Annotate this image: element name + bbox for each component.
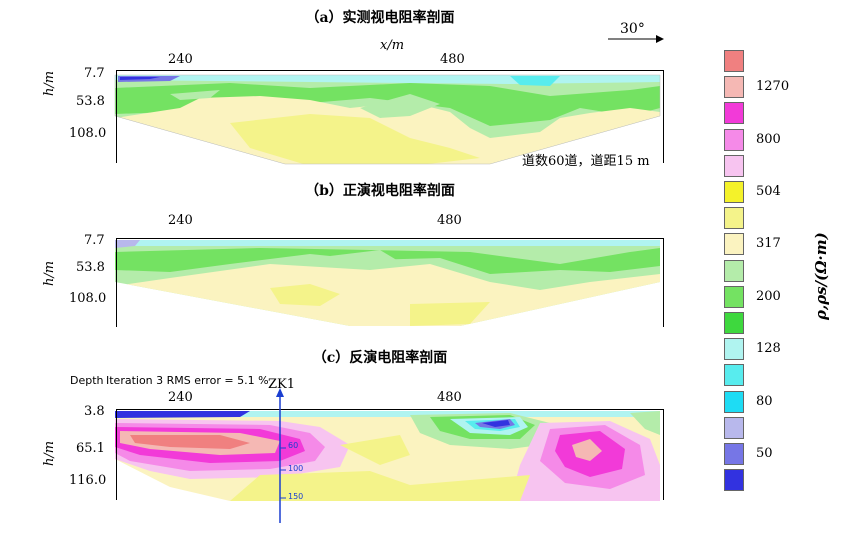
panel-a-xtick-480: 480 — [440, 52, 465, 67]
colorbar-swatch — [724, 233, 744, 256]
colorbar-swatch — [724, 364, 744, 387]
north-arrow-icon — [608, 35, 664, 43]
panel-b-section — [115, 240, 660, 326]
panel-c-ytick-1: 3.8 — [84, 404, 105, 419]
borehole-depth-150: 150 — [288, 492, 304, 501]
panel-a-section — [114, 74, 661, 165]
panel-c-rms-text: Iteration 3 RMS error = 5.1 % — [106, 374, 269, 387]
colorbar-label: 128 — [756, 341, 781, 357]
panel-b-ytick-1: 7.7 — [84, 233, 105, 248]
panel-b-frame — [116, 238, 664, 327]
colorbar-swatch — [724, 128, 744, 151]
colorbar-label: 80 — [756, 393, 773, 409]
borehole-depth-100: 100 — [288, 464, 304, 473]
colorbar-swatch — [724, 50, 744, 72]
panel-a-xtick-240: 240 — [168, 52, 193, 67]
colorbar-swatch — [724, 207, 744, 230]
panel-c-xtick-480: 480 — [437, 390, 462, 405]
colorbar-swatch — [724, 259, 744, 282]
colorbar-swatch — [724, 181, 744, 203]
panel-c-section — [115, 411, 660, 501]
panel-a-title: （a）实测视电阻率剖面 — [305, 10, 455, 26]
panel-a-frame — [116, 70, 664, 163]
colorbar-label: 50 — [756, 446, 773, 461]
panel-b-ytick-2: 53.8 — [76, 260, 105, 275]
colorbar-label: 200 — [756, 288, 781, 304]
x-axis-label: x/m — [380, 38, 405, 53]
colorbar-title: ρ,ρs/(Ω·m) — [812, 232, 830, 320]
colorbar-label: 317 — [756, 236, 781, 252]
borehole-line — [276, 388, 286, 523]
colorbar-swatch — [724, 338, 744, 361]
north-arrow-label: 30° — [620, 21, 645, 37]
borehole-label: ZK1 — [268, 377, 296, 392]
panel-b-ylabel: h/m — [42, 260, 57, 286]
panel-c-ylabel: h/m — [42, 440, 57, 466]
panel-b-xtick-480: 480 — [437, 213, 462, 228]
colorbar-label: 800 — [756, 131, 781, 147]
colorbar-swatch — [724, 416, 744, 439]
panel-b-xtick-240: 240 — [168, 213, 193, 228]
colorbar-label: 1270 — [756, 79, 790, 95]
panel-c-xtick-240: 240 — [168, 390, 193, 405]
panel-a-ytick-1: 7.7 — [84, 66, 105, 81]
colorbar-swatch — [724, 102, 744, 125]
panel-b-ytick-3: 108.0 — [69, 291, 107, 306]
borehole-depth-60: 60 — [288, 441, 299, 450]
panel-c-title: （c）反演电阻率剖面 — [312, 350, 448, 366]
panel-a-ytick-2: 53.8 — [76, 94, 105, 109]
colorbar-swatch — [724, 469, 744, 492]
panel-a-ytick-3: 108.0 — [69, 126, 107, 141]
panel-c-depth-label: Depth — [70, 374, 104, 387]
colorbar-swatch — [724, 154, 744, 177]
panel-c-frame — [116, 409, 664, 500]
panel-a-note: 道数60道，道距15 m — [522, 154, 650, 169]
colorbar-swatch — [724, 443, 744, 465]
colorbar-swatch — [724, 285, 744, 308]
panel-c-ytick-3: 116.0 — [69, 473, 107, 488]
colorbar-swatch — [724, 312, 744, 334]
colorbar-swatch — [724, 76, 744, 99]
panel-a-ylabel: h/m — [42, 70, 57, 96]
panel-b-title: （b）正演视电阻率剖面 — [305, 183, 455, 199]
colorbar-swatch — [724, 390, 744, 413]
panel-c-ytick-2: 65.1 — [76, 441, 105, 456]
colorbar-label: 504 — [756, 184, 781, 199]
colorbar-labels: 1270 800 504 317 200 128 80 50 — [756, 50, 796, 490]
